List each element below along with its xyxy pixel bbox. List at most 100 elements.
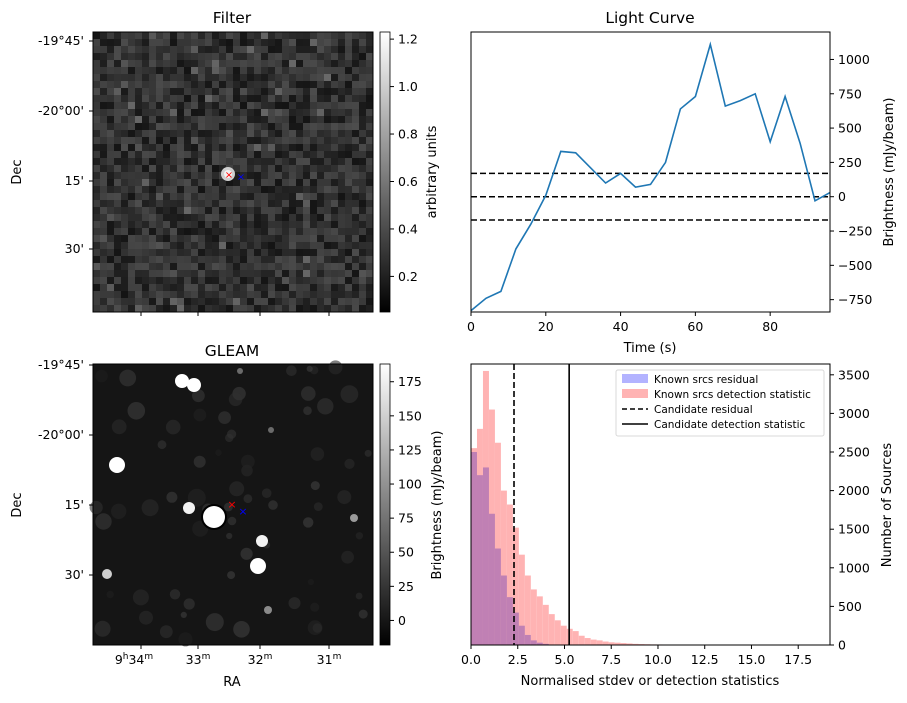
filter-pixel [177, 109, 184, 116]
filter-pixel [163, 39, 170, 46]
filter-pixel [163, 179, 170, 186]
filter-pixel [170, 186, 177, 193]
filter-pixel [100, 284, 107, 291]
filter-pixel [317, 256, 324, 263]
histogram-ytick-label: 2500 [838, 445, 870, 460]
filter-pixel [303, 60, 310, 67]
filter-pixel [345, 172, 352, 179]
filter-pixel [128, 200, 135, 207]
gleam-noise-blob [307, 366, 313, 372]
filter-pixel [317, 242, 324, 249]
filter-pixel [254, 256, 261, 263]
filter-pixel [177, 39, 184, 46]
filter-pixel [303, 263, 310, 270]
filter-pixel [296, 39, 303, 46]
filter-pixel [114, 109, 121, 116]
filter-pixel [233, 95, 240, 102]
filter-pixel [366, 88, 373, 95]
filter-pixel [338, 158, 345, 165]
filter-pixel [268, 214, 275, 221]
filter-pixel [114, 242, 121, 249]
filter-pixel [226, 235, 233, 242]
filter-pixel [135, 53, 142, 60]
filter-pixel [205, 39, 212, 46]
filter-pixel [366, 242, 373, 249]
filter-pixel [156, 200, 163, 207]
filter-pixel [247, 53, 254, 60]
filter-pixel [135, 60, 142, 67]
filter-pixel [338, 74, 345, 81]
filter-pixel [282, 186, 289, 193]
filter-pixel [296, 32, 303, 39]
filter-pixel [303, 144, 310, 151]
histogram-ytick-label: 0 [838, 638, 846, 653]
filter-pixel [296, 95, 303, 102]
filter-pixel [156, 116, 163, 123]
filter-pixel [198, 109, 205, 116]
filter-pixel [156, 39, 163, 46]
filter-pixel [156, 221, 163, 228]
filter-pixel [156, 151, 163, 158]
filter-pixel [289, 228, 296, 235]
filter-pixel [198, 116, 205, 123]
gleam-source [264, 606, 272, 614]
filter-pixel [149, 109, 156, 116]
gleam-noise-blob [317, 398, 333, 414]
filter-pixel [296, 67, 303, 74]
gleam-x-ticks: 9h34m 33m 32m 31m [115, 645, 342, 667]
filter-pixel [212, 242, 219, 249]
filter-pixel [177, 95, 184, 102]
filter-pixel [282, 172, 289, 179]
filter-pixel [219, 46, 226, 53]
gleam-ylabel: Dec [10, 492, 25, 517]
filter-pixel [254, 277, 261, 284]
filter-pixel [107, 39, 114, 46]
filter-pixel [240, 284, 247, 291]
filter-pixel [121, 214, 128, 221]
filter-pixel [191, 165, 198, 172]
filter-pixel [345, 95, 352, 102]
filter-pixel [338, 186, 345, 193]
filter-pixel [247, 270, 254, 277]
histogram-xtick-label: 7.5 [601, 652, 621, 667]
filter-pixel [198, 158, 205, 165]
filter-pixel [198, 298, 205, 305]
gleam-noise-blob [139, 611, 153, 625]
filter-pixel [100, 221, 107, 228]
filter-pixel [310, 305, 317, 312]
gleam-noise-blob [181, 612, 187, 618]
filter-pixel [205, 298, 212, 305]
filter-pixel [107, 95, 114, 102]
filter-pixel [142, 39, 149, 46]
filter-pixel [233, 186, 240, 193]
filter-pixel [93, 81, 100, 88]
filter-pixel [261, 67, 268, 74]
filter-pixel [240, 46, 247, 53]
filter-pixel [212, 102, 219, 109]
filter-pixel [177, 172, 184, 179]
filter-pixel [156, 284, 163, 291]
filter-pixel [310, 298, 317, 305]
filter-pixel [212, 200, 219, 207]
filter-pixel [338, 39, 345, 46]
histogram-ytick-label: 1000 [838, 560, 870, 575]
filter-pixel [128, 291, 135, 298]
filter-pixel [149, 88, 156, 95]
filter-pixel [128, 88, 135, 95]
filter-pixel [170, 179, 177, 186]
filter-pixel [338, 179, 345, 186]
filter-pixel [359, 249, 366, 256]
filter-pixel [212, 235, 219, 242]
filter-pixel [296, 256, 303, 263]
filter-pixel [240, 249, 247, 256]
filter-pixel [198, 186, 205, 193]
filter-pixel [149, 137, 156, 144]
filter-pixel [289, 88, 296, 95]
filter-pixel [233, 151, 240, 158]
filter-pixel [121, 144, 128, 151]
filter-pixel [163, 186, 170, 193]
light-curve-ylabel: Brightness (mJy/beam) [882, 98, 897, 247]
filter-pixel [191, 137, 198, 144]
filter-pixel [226, 284, 233, 291]
filter-pixel [93, 151, 100, 158]
